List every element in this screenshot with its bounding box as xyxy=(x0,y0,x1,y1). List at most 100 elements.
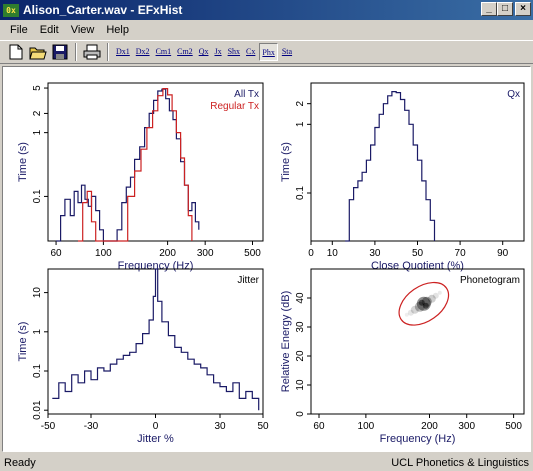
density-point xyxy=(421,296,432,307)
y-tick-label: 10 xyxy=(295,379,306,391)
y-tick-label: 30 xyxy=(295,321,306,333)
density-point xyxy=(432,292,439,299)
y-tick-label: 0.01 xyxy=(32,400,43,420)
legend-entry: Phonetogram xyxy=(460,275,520,286)
density-point xyxy=(418,299,425,306)
printer-icon[interactable] xyxy=(82,42,102,62)
series-line-regular-tx xyxy=(78,88,193,242)
y-tick-label: 1 xyxy=(295,121,306,127)
x-tick-label: 300 xyxy=(458,421,475,432)
toolbar-cm2-button[interactable]: Cm2 xyxy=(177,47,193,56)
x-tick-label: 10 xyxy=(327,248,339,259)
toolbar-jx-button[interactable]: Jx xyxy=(214,47,222,56)
y-tick-label: 0.1 xyxy=(32,364,43,378)
window-title: Alison_Carter.wav - EFxHist xyxy=(23,3,183,17)
x-tick-label: 30 xyxy=(369,248,381,259)
series-line-qx xyxy=(345,91,436,242)
legend-entry: All Tx xyxy=(234,89,259,100)
y-tick-label: 20 xyxy=(295,350,306,362)
save-disk-icon[interactable] xyxy=(50,42,70,62)
x-axis-label: Jitter % xyxy=(137,433,174,445)
x-tick-label: 500 xyxy=(505,421,522,432)
legend-entry: Jitter xyxy=(237,275,259,286)
x-axis-label: Frequency (Hz) xyxy=(380,433,456,445)
toolbar-separator xyxy=(75,43,77,61)
status-credit: UCL Phonetics & Linguistics xyxy=(391,456,529,469)
y-tick-label: 2 xyxy=(32,110,43,116)
toolbar: Dx1 Dx2 Cm1 Cm2 Qx Jx Shx Cx Phx Sta xyxy=(0,40,533,64)
toolbar-shx-button[interactable]: Shx xyxy=(227,47,241,56)
plot-frame-frequency xyxy=(47,82,264,242)
menu-bar: File Edit View Help xyxy=(0,20,533,39)
menu-help[interactable]: Help xyxy=(106,23,129,36)
open-folder-icon[interactable] xyxy=(28,42,48,62)
x-tick-label: 50 xyxy=(412,248,424,259)
toolbar-cm1-button[interactable]: Cm1 xyxy=(155,47,172,56)
toolbar-dx2-button[interactable]: Dx2 xyxy=(135,47,150,56)
x-tick-label: 200 xyxy=(421,421,438,432)
title-bar: 0x Alison_Carter.wav - EFxHist _ □ × xyxy=(0,0,533,20)
y-tick-label: 1 xyxy=(32,329,43,335)
toolbar-cx-button[interactable]: Cx xyxy=(246,47,256,56)
series-line-jitter xyxy=(52,268,260,411)
x-tick-label: -30 xyxy=(84,421,99,432)
y-axis-label: Time (s) xyxy=(280,142,292,182)
legend-entry: Qx xyxy=(507,89,520,100)
x-tick-label: 0 xyxy=(308,248,314,259)
y-axis-label: Time (s) xyxy=(17,142,29,182)
toolbar-dx1-button[interactable]: Dx1 xyxy=(116,47,130,56)
toolbar-separator xyxy=(107,43,109,61)
x-tick-label: -50 xyxy=(41,421,56,432)
menu-file[interactable]: File xyxy=(10,23,28,36)
density-point xyxy=(404,312,409,317)
x-tick-label: 60 xyxy=(313,421,325,432)
y-tick-label: 0.1 xyxy=(295,186,306,200)
status-text: Ready xyxy=(4,456,36,469)
distribution-ellipse xyxy=(398,281,450,326)
y-tick-label: 0.1 xyxy=(32,189,43,203)
density-point xyxy=(410,305,419,314)
y-axis-label: Relative Energy (dB) xyxy=(280,291,292,393)
new-file-icon[interactable] xyxy=(6,42,26,62)
y-tick-label: 5 xyxy=(32,85,43,91)
y-tick-label: 0 xyxy=(295,411,306,417)
x-tick-label: 100 xyxy=(95,248,112,259)
density-point xyxy=(437,290,442,295)
toolbar-qx-button[interactable]: Qx xyxy=(198,47,209,56)
x-tick-label: 300 xyxy=(197,248,214,259)
x-tick-label: 100 xyxy=(358,421,375,432)
x-tick-label: 70 xyxy=(455,248,467,259)
plot-area: 60 100 200 300 500 5 2 1 0.1 Frequency (Hz) Time (… xyxy=(2,66,531,452)
close-button[interactable]: × xyxy=(515,2,531,16)
minimize-button[interactable]: _ xyxy=(481,2,497,16)
x-axis-label: Close Quotient (%) xyxy=(371,260,464,272)
plot-frame-qx xyxy=(310,82,525,242)
density-point xyxy=(427,294,436,303)
density-point xyxy=(414,301,425,312)
x-tick-label: 500 xyxy=(244,248,261,259)
y-tick-label: 2 xyxy=(295,100,306,106)
x-tick-label: 0 xyxy=(153,421,159,432)
density-point xyxy=(416,296,431,311)
menu-view[interactable]: View xyxy=(70,23,95,36)
x-tick-label: 50 xyxy=(257,421,269,432)
window-controls: _ □ × xyxy=(481,2,531,16)
x-tick-label: 30 xyxy=(214,421,226,432)
y-axis-label: Time (s) xyxy=(17,322,29,362)
toolbar-phx-button[interactable]: Phx xyxy=(259,43,278,61)
y-tick-label: 1 xyxy=(32,129,43,135)
status-bar: Ready UCL Phonetics & Linguistics xyxy=(0,454,533,471)
app-icon: 0x xyxy=(3,3,19,17)
x-tick-label: 60 xyxy=(50,248,62,259)
x-tick-label: 200 xyxy=(159,248,176,259)
y-tick-label: 40 xyxy=(295,292,306,304)
x-tick-label: 90 xyxy=(497,248,509,259)
toolbar-sta-button[interactable]: Sta xyxy=(281,47,293,56)
maximize-button[interactable]: □ xyxy=(497,2,513,16)
plot-frame-phonetogram xyxy=(310,268,525,415)
menu-edit[interactable]: Edit xyxy=(39,23,59,36)
density-point xyxy=(422,302,429,309)
y-tick-label: 10 xyxy=(32,287,43,299)
density-point xyxy=(407,309,414,316)
